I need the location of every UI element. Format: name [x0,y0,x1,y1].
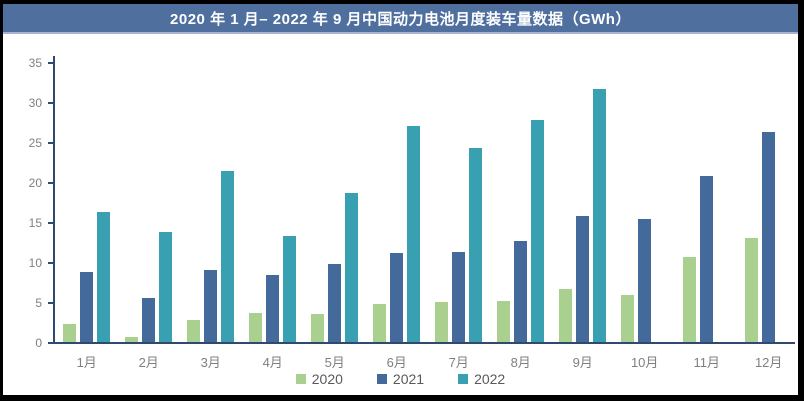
x-axis-label: 11月 [693,355,720,370]
bar-2020-6月 [373,304,387,342]
bar-2020-4月 [249,313,263,342]
bar-2022-1月 [97,212,111,342]
legend-swatch-2020 [295,374,306,384]
x-axis-label: 8月 [510,355,531,370]
y-axis-tick-label: 15 [28,216,42,230]
bar-2020-11月 [683,257,697,342]
bar-2020-12月 [745,238,759,342]
bar-2022-7月 [469,148,483,342]
bar-2022-9月 [593,89,607,342]
y-axis-tick-label: 20 [28,176,42,190]
x-axis-label: 4月 [262,355,283,370]
x-axis-label: 1月 [76,355,97,370]
bar-2021-6月 [390,253,404,342]
y-axis-tick-label: 25 [28,136,42,150]
y-axis-tick-label: 30 [28,96,42,110]
y-axis-line [53,56,55,344]
x-axis-label: 6月 [386,355,407,370]
bar-2021-11月 [700,176,714,342]
bar-2020-8月 [497,301,511,342]
y-axis-tick [48,222,53,224]
bar-2021-7月 [452,252,466,342]
bar-2021-10月 [638,219,652,342]
legend-item-2022: 2022 [458,371,505,387]
legend-item-2020: 2020 [295,371,343,387]
bar-2021-3月 [204,270,218,342]
bar-2021-5月 [328,264,342,342]
legend-swatch-2022 [458,374,469,384]
bar-2021-4月 [266,275,280,342]
bar-2020-10月 [621,295,635,342]
y-axis-tick [48,342,53,344]
legend: 2020 2021 2022 [3,371,798,387]
y-axis-tick-label: 10 [28,256,42,270]
y-axis-tick [48,302,53,304]
x-axis-label: 12月 [754,355,783,370]
title-bar: 2020 年 1 月– 2022 年 9 月中国动力电池月度装车量数据（GWh） [3,4,798,34]
bar-2020-7月 [435,302,449,342]
bar-2021-1月 [80,272,94,342]
legend-label-2021: 2021 [392,371,425,387]
bar-2022-5月 [345,193,359,342]
legend-item-2021: 2021 [376,371,425,387]
x-axis-label: 5月 [324,355,345,370]
bar-2022-2月 [159,232,173,342]
bar-2022-8月 [531,120,545,342]
bar-2021-12月 [762,132,776,342]
bar-2021-9月 [576,216,590,342]
y-axis-tick [48,182,53,184]
y-axis-tick [48,142,53,144]
chart-title: 2020 年 1 月– 2022 年 9 月中国动力电池月度装车量数据（GWh） [170,10,631,28]
x-axis-label: 10月 [630,355,659,370]
y-axis-tick-label: 5 [35,296,42,310]
bar-2020-9月 [559,289,573,342]
chart-plot-area: 2020 2021 2022 0 5 10 15 20 25 30 35 1月 2月 3月 4月 5月 6… [3,34,798,395]
y-axis-tick [48,62,53,64]
bar-2020-3月 [187,320,201,342]
x-axis-line [53,342,795,344]
bar-2020-5月 [311,314,325,342]
bar-2022-4月 [283,236,297,342]
y-axis-tick-label: 0 [35,336,42,350]
x-axis-label: 7月 [448,355,469,370]
bar-2022-6月 [407,126,421,342]
bar-2022-3月 [221,171,235,342]
y-axis-tick-label: 35 [28,56,42,70]
bar-2021-2月 [142,298,156,342]
x-axis-label: 9月 [572,355,593,370]
legend-swatch-2021 [376,374,387,384]
x-axis-label: 3月 [200,355,221,370]
legend-label-2022: 2022 [474,371,506,387]
bar-2020-1月 [63,324,77,342]
x-axis-label: 2月 [138,355,159,370]
y-axis-tick [48,102,53,104]
window-frame: 2020 年 1 月– 2022 年 9 月中国动力电池月度装车量数据（GWh）… [3,4,798,395]
legend-label-2020: 2020 [311,371,343,387]
y-axis-tick [48,262,53,264]
bar-2020-2月 [125,337,139,342]
bar-2021-8月 [514,241,528,342]
